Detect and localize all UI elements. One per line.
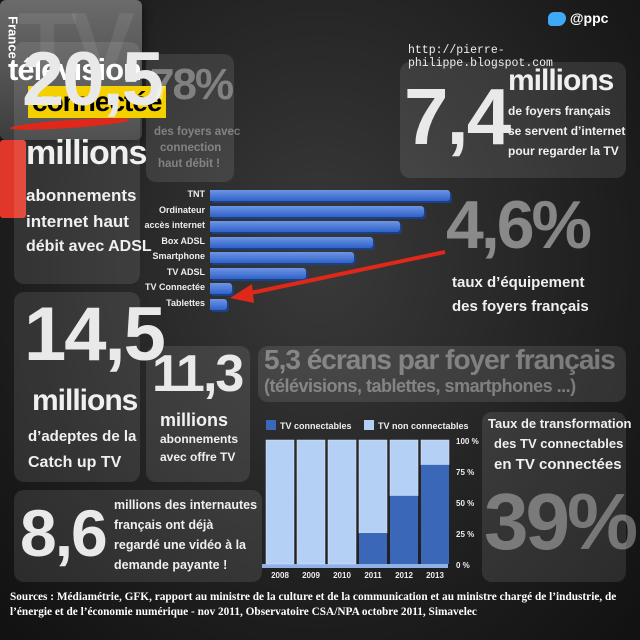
panel-catchup: [14, 292, 140, 482]
panel-ecrans: [258, 346, 626, 402]
hd-text2: connection: [160, 142, 222, 154]
panel-foyers: [400, 62, 626, 178]
abo-text2: avec offre TV: [160, 450, 236, 464]
video-text3: regardé une vidéo à la: [114, 538, 246, 552]
foyers-unit: millions: [508, 64, 614, 97]
panel-hd: [146, 54, 234, 182]
twitter-header: @ppc: [548, 10, 609, 27]
panel-adsl: [14, 42, 140, 284]
twitter-bird-icon: [548, 12, 566, 27]
equip-value: 4,6%: [446, 187, 592, 263]
bar-label: Tablettes: [166, 297, 205, 308]
bar-label: Ordinateur: [158, 204, 205, 215]
bar: [210, 283, 232, 294]
y-tick-label: 75 %: [456, 468, 474, 477]
region-tag: France: [0, 16, 26, 218]
stack-segment-light: [358, 439, 388, 534]
stack-segment-light: [420, 439, 450, 466]
transfo-text3: en TV connectées: [494, 456, 622, 473]
x-tick-label: 2013: [426, 571, 444, 580]
legend-label: TV non connectables: [378, 421, 469, 431]
bar-label: TNT: [187, 189, 206, 199]
stack-segment-light: [296, 439, 326, 565]
video-value: 8,6: [20, 496, 108, 570]
foyers-text1: de foyers français: [508, 104, 611, 118]
chart-base: [262, 564, 448, 568]
abo-unit: millions: [160, 410, 229, 430]
panel-transfo: [482, 412, 626, 582]
bar: [210, 236, 374, 248]
y-tick-label: 50 %: [456, 499, 474, 508]
adsl-value: 20,5: [22, 37, 164, 122]
stack-segment-light: [265, 439, 295, 565]
bar-label: TV ADSL: [166, 266, 205, 277]
x-tick-label: 2009: [302, 571, 320, 580]
x-tick-label: 2012: [395, 571, 413, 580]
stack-segment-light: [327, 439, 357, 565]
catchup-value: 14,5: [24, 292, 166, 377]
adsl-text2: internet haut: [26, 212, 129, 231]
arrow-icon: [230, 250, 446, 303]
bar-label: TV Connectée: [144, 282, 205, 292]
equip-text2: des foyers français: [452, 298, 589, 315]
video-text2: français ont déjà: [114, 518, 214, 532]
adsl-text1: abonnements: [26, 186, 137, 205]
foyers-value: 7,4: [404, 72, 511, 161]
hd-text1: des foyers avec: [154, 126, 241, 138]
blog-url[interactable]: http://pierre-philippe.blogspot.com: [408, 44, 553, 70]
y-tick-label: 100 %: [456, 437, 479, 446]
stack-segment-light: [389, 439, 419, 497]
panel-abo: [146, 346, 250, 482]
tv-stacked-chart: TV connectables TV non connectables 100 % 7…: [262, 420, 479, 580]
foyers-text2: se servent d’internet: [508, 124, 626, 138]
catchup-unit: millions: [32, 384, 138, 417]
catchup-text2: Catch up TV: [28, 454, 122, 471]
bar-label: Box ADSL: [161, 235, 205, 246]
twitter-handle: @ppc: [569, 10, 609, 26]
stack-segment-dark: [390, 495, 418, 564]
hd-value: 78%: [150, 60, 234, 109]
stack-segment-dark: [359, 533, 387, 564]
x-tick-label: 2011: [364, 571, 382, 580]
stack-segment-dark: [421, 464, 449, 564]
bar: [210, 252, 354, 263]
y-tick-label: 0 %: [456, 561, 470, 570]
y-tick-label: 25 %: [456, 530, 474, 539]
bar: [210, 298, 227, 310]
transfo-value: 39%: [484, 477, 638, 566]
sources-footer: Sources : Médiamétrie, GFK, rapport au m…: [10, 591, 617, 618]
legend-label: TV connectables: [280, 421, 352, 431]
adsl-unit: millions: [26, 134, 147, 172]
bar-label: accès internet: [144, 220, 205, 230]
x-tick-label: 2010: [333, 571, 351, 580]
bar: [210, 267, 306, 279]
adsl-text3: débit avec ADSL: [26, 238, 152, 255]
ecrans-line1: 5,3 écrans par foyer français: [264, 344, 616, 375]
region-tag-label: France: [5, 16, 21, 59]
catchup-text1: d’adeptes de la: [28, 428, 137, 445]
foyers-text3: pour regarder la TV: [508, 144, 619, 158]
bar: [210, 205, 424, 217]
video-text1: millions des internautes: [114, 498, 258, 512]
panel-video: [14, 490, 262, 582]
video-text4: demande payante !: [114, 558, 228, 572]
transfo-text2: des TV connectables: [494, 436, 624, 451]
logo-line1: télévision: [8, 52, 142, 87]
bar: [210, 221, 400, 232]
legend-swatch: [266, 420, 276, 430]
legend-swatch: [364, 420, 374, 430]
logo-line2: connectée: [28, 86, 166, 118]
equip-text1: taux d’équipement: [452, 274, 585, 291]
logo: TV télévision connectée: [0, 0, 166, 140]
x-tick-label: 2008: [271, 571, 289, 580]
hd-text3: haut débit !: [158, 158, 220, 170]
bar-label: Smartphone: [152, 251, 205, 261]
abo-value: 11,3: [152, 345, 244, 403]
ecrans-line2: (télévisions, tablettes, smartphones ...…: [264, 376, 576, 396]
transfo-text1: Taux de transformation: [488, 416, 632, 431]
abo-text1: abonnements: [160, 432, 239, 446]
logo-tv-background: TV: [18, 0, 135, 100]
bar: [210, 190, 450, 201]
